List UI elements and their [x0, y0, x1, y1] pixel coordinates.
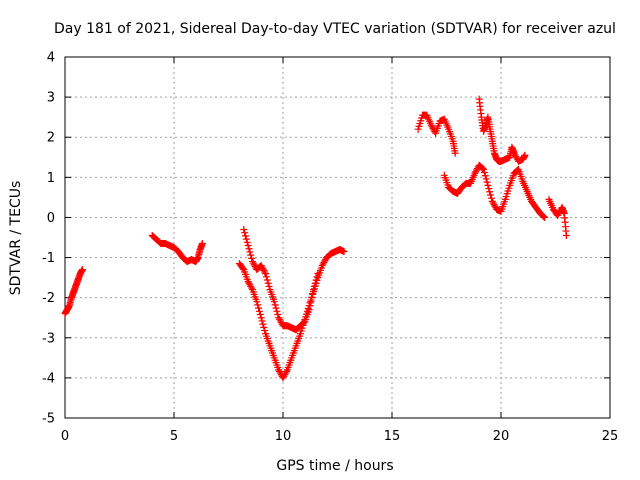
data-point: [261, 327, 269, 335]
x-tick-label: 5: [170, 429, 178, 444]
series-arc2: [148, 231, 206, 266]
data-point: [248, 284, 256, 292]
x-tick-label: 10: [275, 429, 292, 444]
data-point: [484, 181, 492, 189]
data-point: [247, 251, 255, 259]
chart-title: Day 181 of 2021, Sidereal Day-to-day VTE…: [54, 21, 616, 37]
data-point: [309, 290, 317, 298]
data-point: [274, 311, 282, 319]
series-arc4: [240, 225, 322, 334]
data-point: [255, 304, 263, 312]
data-point: [244, 242, 252, 250]
data-point: [198, 240, 206, 248]
data-point: [282, 367, 290, 375]
data-point: [340, 248, 348, 256]
data-point: [248, 254, 256, 262]
y-tick-label: 3: [47, 91, 55, 106]
data-point: [451, 149, 459, 157]
series-arc8: [545, 195, 570, 239]
y-tick-label: -3: [42, 331, 55, 346]
data-point: [78, 266, 86, 274]
x-axis-label: GPS time / hours: [276, 458, 393, 474]
y-tick-label: -4: [42, 371, 55, 386]
data-point: [256, 311, 264, 319]
data-point: [257, 314, 265, 322]
data-point: [487, 194, 495, 202]
data-point: [486, 188, 494, 196]
data-point: [313, 273, 321, 281]
data-point: [306, 302, 314, 310]
x-tick-label: 0: [61, 429, 69, 444]
data-point: [480, 169, 488, 177]
data-point: [307, 298, 315, 306]
data-point: [487, 191, 495, 199]
data-point: [314, 270, 322, 278]
y-tick-label: -2: [42, 291, 55, 306]
data-point: [264, 279, 272, 287]
data-point: [308, 294, 316, 302]
data-point: [310, 282, 318, 290]
data-point: [241, 229, 249, 237]
data-point: [481, 172, 489, 180]
data-point: [541, 213, 549, 221]
y-tick-label: 4: [47, 51, 55, 66]
data-point: [311, 279, 319, 287]
data-point: [245, 245, 253, 253]
data-point: [521, 151, 529, 159]
x-tick-label: 25: [602, 429, 619, 444]
data-point: [562, 231, 570, 239]
y-tick-label: -1: [42, 251, 55, 266]
data-point: [271, 301, 279, 309]
y-axis-label: SDTVAR / TECUs: [8, 181, 24, 296]
data-point: [261, 268, 269, 276]
data-points: [61, 95, 570, 382]
data-point: [485, 185, 493, 193]
data-point: [246, 248, 254, 256]
data-point: [254, 301, 262, 309]
data-point: [242, 235, 250, 243]
series-arc6: [440, 161, 549, 221]
data-point: [273, 307, 281, 315]
data-point: [258, 317, 266, 325]
y-tick-label: 0: [47, 211, 55, 226]
series-arc1: [61, 266, 86, 318]
grid: [65, 57, 610, 418]
data-point: [262, 270, 270, 278]
data-point: [259, 320, 267, 328]
data-point: [312, 276, 320, 284]
data-point: [482, 175, 490, 183]
series-arc5: [414, 111, 459, 157]
data-point: [479, 165, 487, 173]
data-point: [260, 323, 268, 331]
y-tick-label: -5: [42, 412, 55, 427]
data-point: [483, 178, 491, 186]
plot-frame: [64, 56, 611, 419]
data-point: [240, 225, 248, 233]
x-axis: 0 5 10 15 20 25: [61, 57, 618, 444]
data-point: [265, 282, 273, 290]
data-point: [262, 273, 270, 281]
series-arc7: [475, 95, 529, 165]
data-point: [480, 165, 488, 173]
data-point: [540, 213, 548, 221]
data-point: [263, 276, 271, 284]
data-point: [243, 238, 251, 246]
x-tick-label: 15: [384, 429, 401, 444]
y-tick-label: 1: [47, 171, 55, 186]
data-point: [242, 232, 250, 240]
data-point: [310, 286, 318, 294]
y-tick-label: 2: [47, 131, 55, 146]
data-point: [253, 298, 261, 306]
data-point: [270, 298, 278, 306]
data-point: [305, 306, 313, 314]
data-point: [239, 264, 247, 272]
x-tick-label: 20: [493, 429, 510, 444]
y-axis: -5 -4 -3 -2 -1 0 1 2 3 4: [42, 51, 610, 427]
data-point: [272, 304, 280, 312]
data-point: [255, 307, 263, 315]
